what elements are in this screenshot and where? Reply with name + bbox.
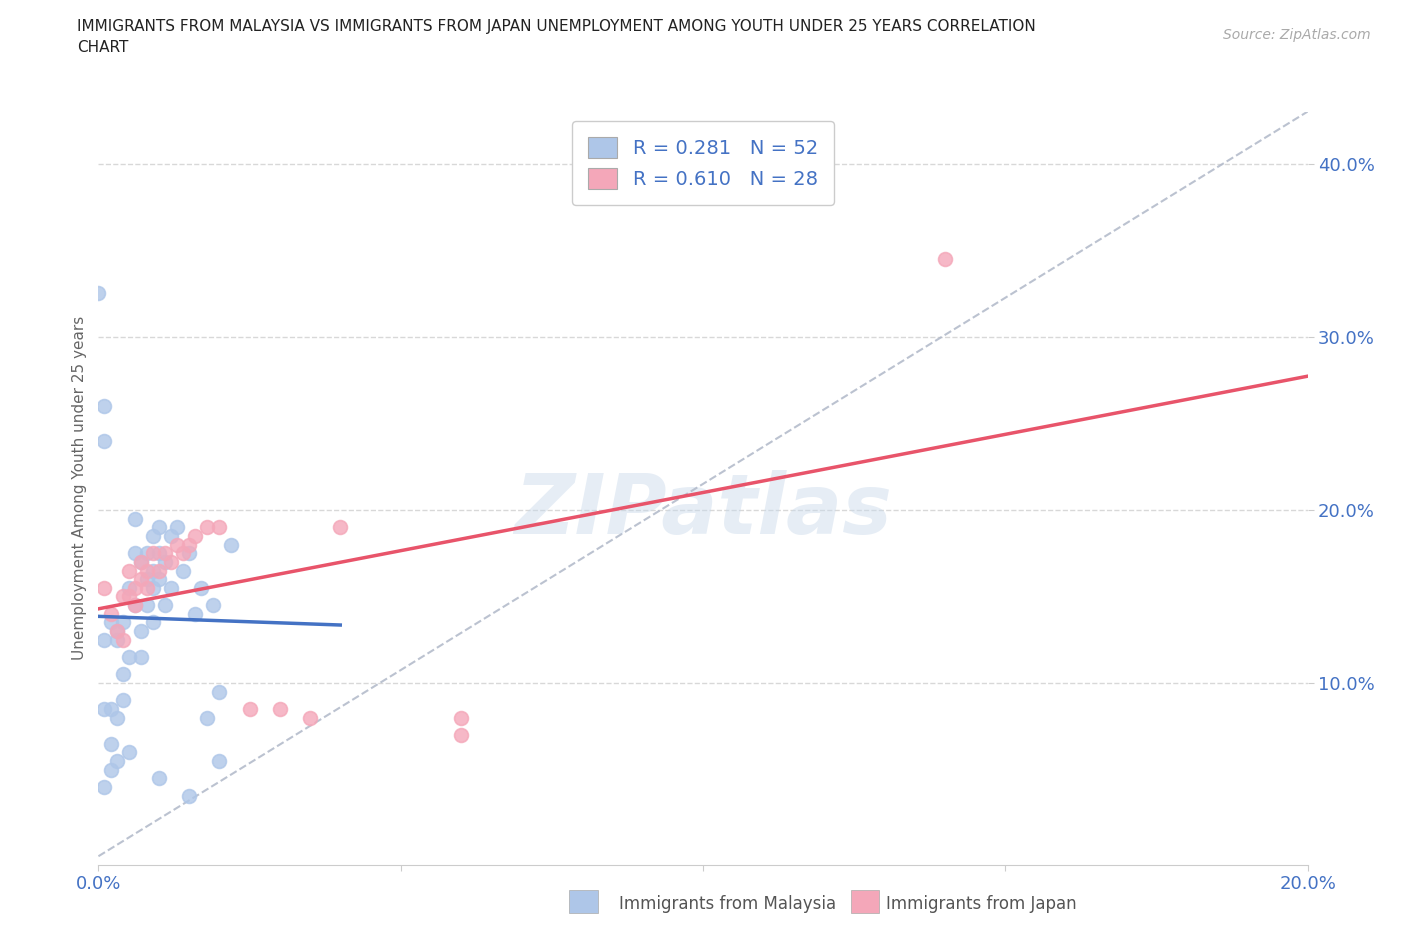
Point (100, 606, 122, 621)
Legend: R = 0.281   N = 52, R = 0.610   N = 28: R = 0.281 N = 52, R = 0.610 N = 28 (572, 121, 834, 205)
Point (111, 667, 134, 682)
Point (450, 711, 472, 725)
Text: Immigrants from Japan: Immigrants from Japan (886, 896, 1077, 913)
Point (450, 727, 472, 742)
Point (184, 606, 207, 621)
Point (129, 554, 152, 569)
Point (172, 563, 194, 578)
Point (118, 563, 141, 578)
Point (124, 598, 146, 613)
Point (105, 632, 128, 647)
Point (221, 538, 243, 552)
Point (153, 554, 176, 569)
Point (208, 753, 231, 768)
Point (148, 771, 170, 786)
Bar (851, 890, 879, 913)
Point (142, 528, 165, 543)
Point (93, 433, 115, 448)
Point (93, 779, 115, 794)
Point (124, 512, 146, 526)
Point (184, 528, 207, 543)
Point (105, 624, 128, 639)
Point (135, 580, 157, 595)
Point (100, 615, 122, 630)
Point (148, 520, 170, 535)
Text: Immigrants from Malaysia: Immigrants from Malaysia (619, 896, 835, 913)
Text: CHART: CHART (77, 40, 129, 55)
Point (239, 701, 262, 716)
Point (124, 580, 146, 595)
Point (87, 286, 110, 301)
Point (160, 554, 183, 569)
Point (269, 701, 291, 716)
Point (153, 598, 176, 613)
Point (105, 624, 128, 639)
Point (135, 598, 157, 613)
Point (100, 701, 122, 716)
Point (179, 538, 201, 552)
Point (142, 563, 165, 578)
Point (111, 693, 134, 708)
Point (93, 399, 115, 414)
Point (148, 546, 170, 561)
Point (129, 572, 152, 587)
Point (135, 563, 157, 578)
Point (148, 563, 170, 578)
Point (129, 624, 152, 639)
Point (135, 546, 157, 561)
Point (179, 789, 201, 804)
Point (160, 528, 183, 543)
Point (195, 711, 218, 725)
Point (129, 650, 152, 665)
Point (172, 546, 194, 561)
Point (135, 572, 157, 587)
Point (179, 546, 201, 561)
Text: ZIPatlas: ZIPatlas (515, 471, 891, 551)
Point (934, 251, 956, 266)
Y-axis label: Unemployment Among Youth under 25 years: Unemployment Among Youth under 25 years (72, 316, 87, 660)
Point (93, 632, 115, 647)
Point (160, 580, 183, 595)
Point (208, 520, 231, 535)
Point (142, 580, 165, 595)
Point (118, 745, 141, 760)
Bar (569, 890, 598, 913)
Text: IMMIGRANTS FROM MALAYSIA VS IMMIGRANTS FROM JAPAN UNEMPLOYMENT AMONG YOUTH UNDER: IMMIGRANTS FROM MALAYSIA VS IMMIGRANTS F… (77, 19, 1036, 33)
Point (100, 737, 122, 751)
Point (105, 711, 128, 725)
Point (299, 711, 322, 725)
Point (202, 598, 225, 613)
Point (93, 701, 115, 716)
Point (124, 546, 146, 561)
Point (118, 650, 141, 665)
Point (129, 554, 152, 569)
Point (93, 580, 115, 595)
Point (118, 580, 141, 595)
Point (166, 520, 188, 535)
Point (153, 546, 176, 561)
Point (118, 589, 141, 604)
Point (190, 580, 212, 595)
Point (166, 538, 188, 552)
Text: Source: ZipAtlas.com: Source: ZipAtlas.com (1223, 28, 1371, 42)
Point (195, 520, 218, 535)
Point (100, 763, 122, 777)
Point (329, 520, 352, 535)
Point (111, 615, 134, 630)
Point (142, 546, 165, 561)
Point (111, 632, 134, 647)
Point (111, 589, 134, 604)
Point (148, 572, 170, 587)
Point (142, 615, 165, 630)
Point (124, 598, 146, 613)
Point (105, 753, 128, 768)
Point (208, 684, 231, 699)
